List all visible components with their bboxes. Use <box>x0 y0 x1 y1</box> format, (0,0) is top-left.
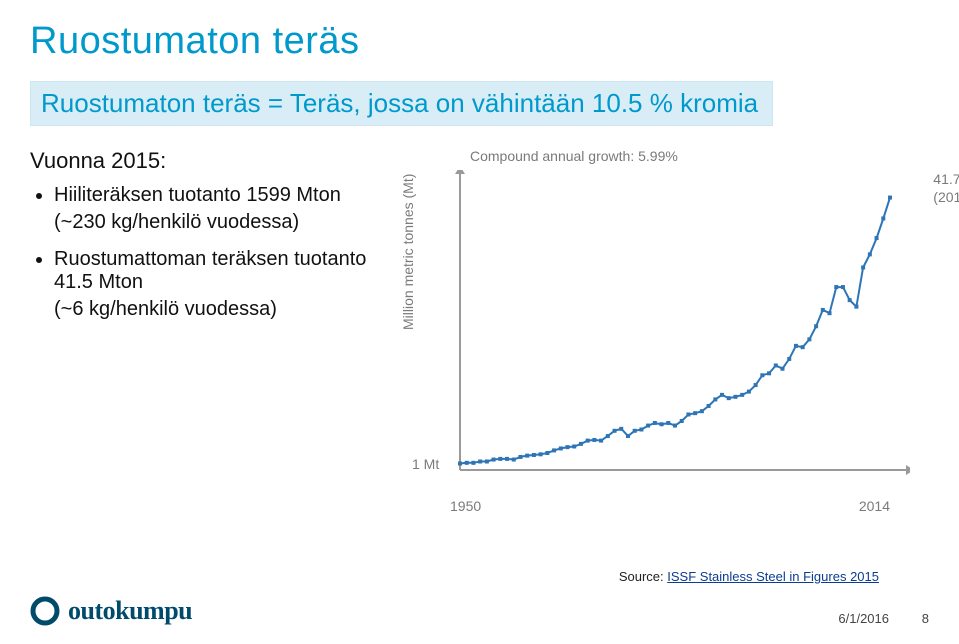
x-start: 1950 <box>450 498 481 514</box>
x-end: 2014 <box>859 498 890 514</box>
bullet-item: Ruostumattoman teräksen tuotanto 41.5 Mt… <box>54 248 390 294</box>
chart-area: Compound annual growth: 5.99% Million me… <box>410 148 929 490</box>
source-citation: Source: ISSF Stainless Steel in Figures … <box>619 569 879 584</box>
chart-box: Million metric tonnes (Mt) 1 Mt 41.7 Mt … <box>410 170 910 490</box>
logo-text: outokumpu <box>68 596 192 626</box>
x-axis-ticks: 1950 2014 <box>450 498 890 514</box>
bullet-list: Ruostumattoman teräksen tuotanto 41.5 Mt… <box>30 248 390 294</box>
year-label: Vuonna 2015: <box>30 148 390 174</box>
source-link[interactable]: ISSF Stainless Steel in Figures 2015 <box>667 569 879 584</box>
left-column: Vuonna 2015: Hiiliteräksen tuotanto 1599… <box>30 148 410 490</box>
subtitle-box: Ruostumaton teräs = Teräs, jossa on vähi… <box>30 81 773 126</box>
y-1mt-label: 1 Mt <box>412 456 439 472</box>
logo-o-icon <box>30 596 60 626</box>
outokumpu-logo: outokumpu <box>30 596 192 626</box>
source-prefix: Source: <box>619 569 667 584</box>
footer-page-number: 8 <box>922 611 929 626</box>
bullet-sub: (~230 kg/henkilö vuodessa) <box>30 211 390 234</box>
final-value: 41.7 Mt <box>933 171 959 187</box>
final-year: (2014) <box>933 189 959 205</box>
chart-growth-label: Compound annual growth: 5.99% <box>470 148 929 164</box>
final-data-label: 41.7 Mt (2014) <box>933 170 959 206</box>
footer-date: 6/1/2016 <box>838 611 889 626</box>
slide: Ruostumaton teräs Ruostumaton teräs = Te… <box>0 0 959 644</box>
y-axis-label: Million metric tonnes (Mt) <box>400 174 416 330</box>
bullet-sub: (~6 kg/henkilö vuodessa) <box>30 298 390 321</box>
bullet-item: Hiiliteräksen tuotanto 1599 Mton <box>54 184 390 207</box>
bullet-list: Hiiliteräksen tuotanto 1599 Mton <box>30 184 390 207</box>
body-columns: Vuonna 2015: Hiiliteräksen tuotanto 1599… <box>30 148 929 490</box>
line-chart-svg <box>450 170 910 490</box>
slide-title: Ruostumaton teräs <box>30 20 929 63</box>
